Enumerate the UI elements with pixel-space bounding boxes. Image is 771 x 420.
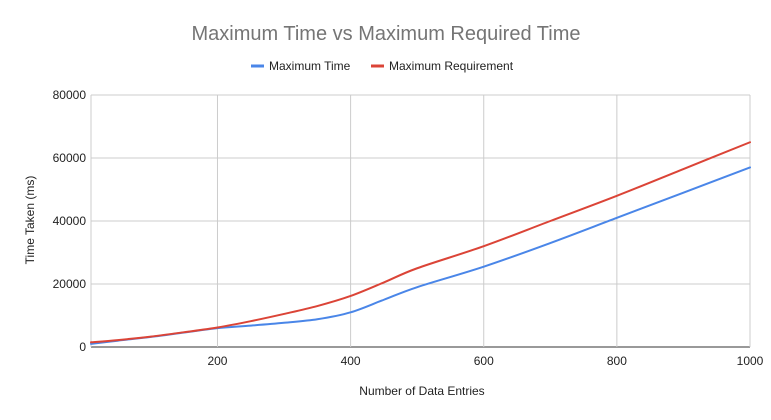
x-tick-label: 400 <box>341 354 361 368</box>
x-tick-label: 200 <box>207 354 227 368</box>
x-tick-label: 1000 <box>737 354 764 368</box>
legend: Maximum Time Maximum Requirement <box>251 59 514 73</box>
tick-labels: 0 20000 40000 60000 80000 200 400 600 800 1000 <box>53 88 764 368</box>
y-tick-label: 80000 <box>53 88 87 102</box>
y-tick-label: 40000 <box>53 214 87 228</box>
series-lines <box>90 141 751 345</box>
y-axis-label: Time Taken (ms) <box>23 176 37 265</box>
y-tick-label: 20000 <box>53 277 87 291</box>
y-tick-label: 60000 <box>53 151 87 165</box>
x-axis-label: Number of Data Entries <box>359 384 484 398</box>
gridlines <box>90 94 751 348</box>
series-line-maximum-requirement <box>90 141 751 344</box>
x-tick-label: 800 <box>607 354 627 368</box>
chart-title: Maximum Time vs Maximum Required Time <box>192 23 581 45</box>
legend-label-maximum-time: Maximum Time <box>269 59 351 73</box>
y-tick-label: 0 <box>79 340 86 354</box>
x-tick-label: 600 <box>474 354 494 368</box>
legend-label-maximum-requirement: Maximum Requirement <box>389 59 514 73</box>
